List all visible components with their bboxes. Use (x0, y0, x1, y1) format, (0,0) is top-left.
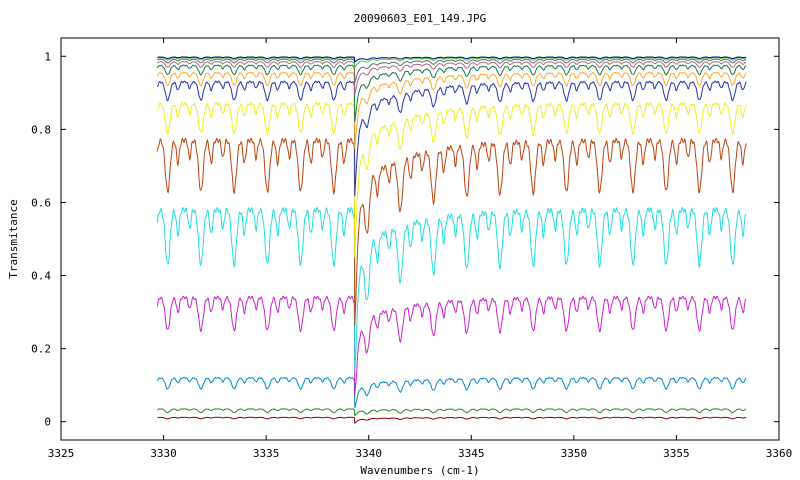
series-line-14 (157, 56, 747, 63)
y-axis-title: Transmitance (7, 199, 20, 278)
plot-frame (60, 37, 780, 441)
series-line-6 (156, 137, 747, 326)
y-tick-label: 0 (44, 416, 51, 429)
series-line-13 (157, 57, 747, 69)
series-line-2 (157, 408, 747, 417)
x-tick-label: 3355 (663, 447, 690, 460)
y-tick-label: 0.6 (31, 196, 51, 209)
series-line-1 (157, 416, 747, 425)
series-lines (156, 56, 747, 425)
y-tick-label: 0.2 (31, 343, 51, 356)
series-line-10 (156, 64, 747, 123)
x-axis-title: Wavenumbers (cm-1) (360, 464, 479, 477)
y-axis: 0 0.2 0.4 0.6 0.8 1 (31, 50, 779, 429)
series-line-12 (157, 58, 747, 83)
series-line-8 (156, 80, 747, 197)
x-tick-label: 3340 (355, 447, 382, 460)
x-tick-label: 3325 (48, 447, 75, 460)
x-tick-label: 3330 (150, 447, 177, 460)
chart-title: 20090603_E01_149.JPG (354, 12, 486, 25)
series-line-3 (156, 376, 747, 409)
series-line-5 (156, 206, 747, 372)
x-tick-label: 3350 (561, 447, 588, 460)
series-line-4 (156, 295, 747, 396)
y-tick-label: 0.8 (31, 123, 51, 136)
x-tick-label: 3335 (253, 447, 280, 460)
y-tick-label: 1 (44, 50, 51, 63)
y-tick-label: 0.4 (31, 270, 51, 283)
x-axis: 3325 3330 3335 3340 3345 3350 3355 3360 (48, 38, 793, 460)
series-line-11 (157, 61, 747, 95)
series-line-9 (156, 71, 747, 149)
x-tick-label: 3345 (458, 447, 485, 460)
series-line-7 (156, 101, 747, 258)
x-tick-label: 3360 (766, 447, 793, 460)
